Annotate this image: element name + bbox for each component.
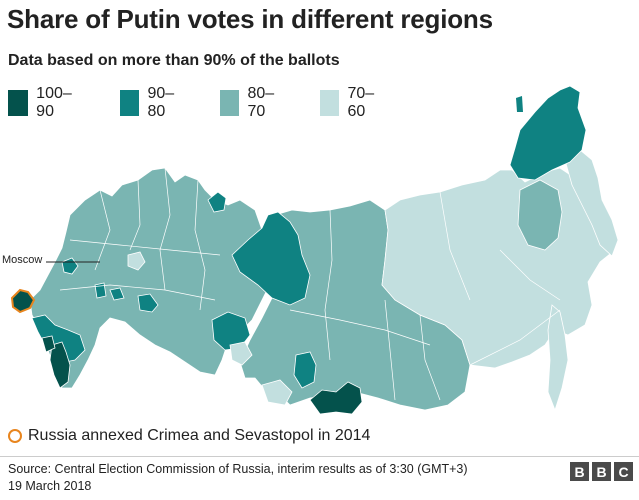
- legend-item-70-60: 70–60: [320, 85, 381, 120]
- bbc-logo-c: C: [614, 462, 633, 481]
- bbc-logo-b2: B: [592, 462, 611, 481]
- region-altai: [261, 379, 293, 406]
- legend-label-100-90: 100–90: [36, 85, 72, 120]
- region-yamalo-nenets: [231, 211, 311, 306]
- legend-label-90-80: 90–80: [147, 85, 175, 120]
- region-central-pocket: [127, 251, 146, 271]
- region-nenets: [207, 191, 227, 213]
- region-omsk: [229, 341, 253, 366]
- region-sakhalin: [547, 304, 569, 412]
- region-crimea: [10, 288, 36, 314]
- crimea-ring-icon: [8, 429, 22, 443]
- chart-subtitle: Data based on more than 90% of the ballo…: [8, 52, 340, 69]
- legend-swatch-70-60: [320, 90, 340, 116]
- region-wrangel-island: [516, 96, 523, 112]
- annexation-note: Russia annexed Crimea and Sevastopol in …: [8, 427, 370, 445]
- region-kemerovo: [293, 351, 317, 389]
- source-line-2: 19 March 2018: [8, 479, 92, 493]
- bbc-logo: B B C: [570, 462, 633, 481]
- region-tatarstan: [137, 293, 159, 313]
- region-central-small-1: [94, 282, 107, 299]
- chart-title: Share of Putin votes in different region…: [7, 4, 493, 34]
- region-kamchatka: [564, 149, 619, 257]
- region-magadan: [517, 179, 563, 251]
- legend-item-100-90: 100–90: [8, 85, 78, 120]
- moscow-label: Moscow: [2, 254, 43, 266]
- region-borders: [59, 167, 561, 401]
- region-tuva: [309, 381, 363, 415]
- legend-item-80-70: 80–70: [220, 85, 281, 120]
- legend-label-80-70: 80–70: [247, 85, 275, 120]
- bbc-logo-b1: B: [570, 462, 589, 481]
- legend-swatch-80-70: [220, 90, 240, 116]
- legend-item-90-80: 90–80: [120, 85, 181, 120]
- source-line-1: Source: Central Election Commission of R…: [8, 462, 468, 476]
- region-dagestan: [49, 341, 71, 389]
- region-tyumen: [211, 311, 251, 351]
- source-note: Source: Central Election Commission of R…: [8, 461, 468, 495]
- region-chukotka: [509, 85, 587, 181]
- region-central-small-2: [109, 287, 125, 301]
- footer-divider: [0, 456, 639, 457]
- legend-label-70-60: 70–60: [347, 85, 375, 120]
- legend-swatch-100-90: [8, 90, 29, 116]
- russia-map: [10, 85, 619, 415]
- annexation-note-text: Russia annexed Crimea and Sevastopol in …: [28, 427, 371, 444]
- region-chechnya: [41, 335, 56, 353]
- legend-swatch-90-80: [120, 90, 140, 116]
